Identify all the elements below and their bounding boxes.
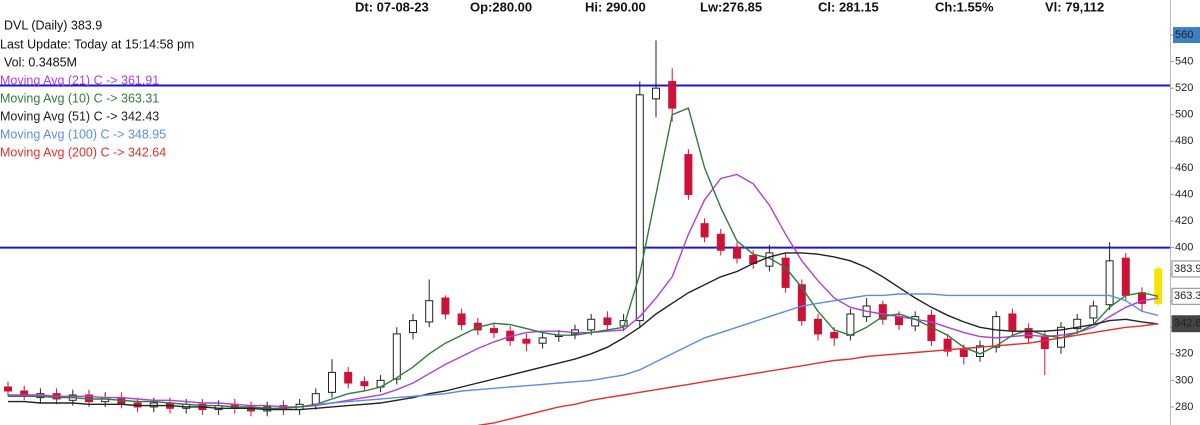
- candle-body: [652, 87, 660, 100]
- candle-body: [538, 337, 547, 344]
- candle-body: [846, 313, 855, 336]
- header-item: Lw:276.85: [700, 0, 762, 14]
- candle-body: [814, 318, 822, 335]
- candle-body: [1154, 268, 1163, 304]
- moving-average-line: [8, 173, 1159, 408]
- candle-body: [943, 338, 952, 352]
- candle-body: [1105, 260, 1114, 306]
- y-tick-label: 540: [1175, 56, 1193, 68]
- header-item: Vl: 79,112: [1045, 0, 1104, 14]
- candle-body: [716, 233, 725, 251]
- candle-body: [441, 297, 450, 315]
- candle-body: [700, 223, 709, 238]
- y-tick-label: 320: [1175, 348, 1193, 360]
- header-item: Ch:1.55%: [935, 0, 994, 14]
- y-tick-label: 300: [1175, 374, 1193, 386]
- candle-body: [668, 81, 677, 109]
- y-tick-label: 440: [1175, 188, 1193, 200]
- candle-body: [1121, 257, 1130, 296]
- y-tick-label: 560: [1175, 29, 1193, 41]
- y-tick-label: 460: [1175, 162, 1193, 174]
- y-axis: 2803003203403603804004204404604805005205…: [1170, 27, 1200, 413]
- candle-body: [490, 328, 498, 334]
- candle-body: [392, 333, 401, 380]
- candle-body: [635, 94, 644, 322]
- candle-body: [1073, 318, 1082, 330]
- candle-body: [976, 345, 984, 357]
- candle-body: [457, 313, 466, 326]
- header-item: Op:280.00: [470, 0, 532, 14]
- moving-average-line: [8, 252, 1159, 411]
- y-tick-label: 480: [1175, 135, 1193, 147]
- header-item: Dt: 07-08-23: [355, 0, 429, 14]
- price-tag-label: 383.9: [1174, 263, 1200, 275]
- moving-average-line: [315, 293, 1159, 405]
- price-tag: [1171, 287, 1200, 305]
- candle-body: [895, 316, 903, 326]
- candle-body: [344, 371, 353, 384]
- legend-entry: Moving Avg (100) C -> 348.95: [0, 127, 166, 141]
- y-tick-label: 280: [1175, 401, 1193, 413]
- candle-body: [992, 316, 1001, 348]
- price-tag: [1171, 260, 1200, 278]
- candle-body: [360, 381, 369, 387]
- candle-body: [425, 300, 434, 323]
- candle-body: [409, 320, 417, 334]
- last-update: Last Update: Today at 15:14:58 pm: [0, 37, 194, 51]
- candle-body: [684, 154, 693, 195]
- price-tag-label: 342.64: [1174, 318, 1200, 330]
- legend-entry: Moving Avg (200) C -> 342.64: [0, 145, 166, 159]
- candle-body: [959, 349, 968, 357]
- legend-entry: Moving Avg (51) C -> 342.43: [0, 109, 159, 123]
- legend-entry: Moving Avg (21) C -> 361.91: [0, 73, 159, 87]
- y-tick-label: 400: [1175, 241, 1193, 253]
- header-item: Hi: 290.00: [585, 0, 646, 14]
- plot-area: [0, 40, 1170, 425]
- y-tick-label: 520: [1175, 82, 1193, 94]
- legend: DVL (Daily) 383.9 Last Update: Today at …: [0, 18, 194, 159]
- candle-body: [4, 386, 12, 392]
- candle-body: [328, 371, 336, 393]
- candle-body: [522, 338, 531, 344]
- candle-body: [1024, 328, 1033, 339]
- candle-body: [603, 317, 612, 326]
- y-tick-highlight: [1173, 27, 1200, 44]
- candle-body: [1008, 313, 1017, 331]
- candle-body: [1089, 305, 1098, 319]
- chart-title: DVL (Daily) 383.9: [4, 18, 102, 32]
- candle-body: [878, 304, 887, 320]
- y-tick-label: 500: [1175, 109, 1193, 121]
- volume-label: Vol: 0.3485M: [4, 55, 77, 69]
- price-tag-label: 363.31: [1174, 290, 1200, 302]
- header-bar: [0, 0, 1170, 16]
- candle-body: [587, 318, 596, 331]
- y-tick-label: 420: [1175, 215, 1193, 227]
- header-item: Cl: 281.15: [818, 0, 879, 14]
- candle-body: [830, 332, 839, 339]
- candle-body: [781, 257, 790, 288]
- candle-body: [1040, 336, 1049, 349]
- candle-body: [311, 393, 320, 405]
- candle-body: [797, 284, 806, 322]
- header: Dt: 07-08-23 Op:280.00 Hi: 290.00 Lw:276.85…: [355, 0, 1104, 14]
- price-tag: [1171, 315, 1200, 333]
- legend-entry: Moving Avg (10) C -> 363.31: [0, 91, 159, 105]
- candle-body: [733, 247, 741, 259]
- moving-average-line: [477, 323, 1159, 425]
